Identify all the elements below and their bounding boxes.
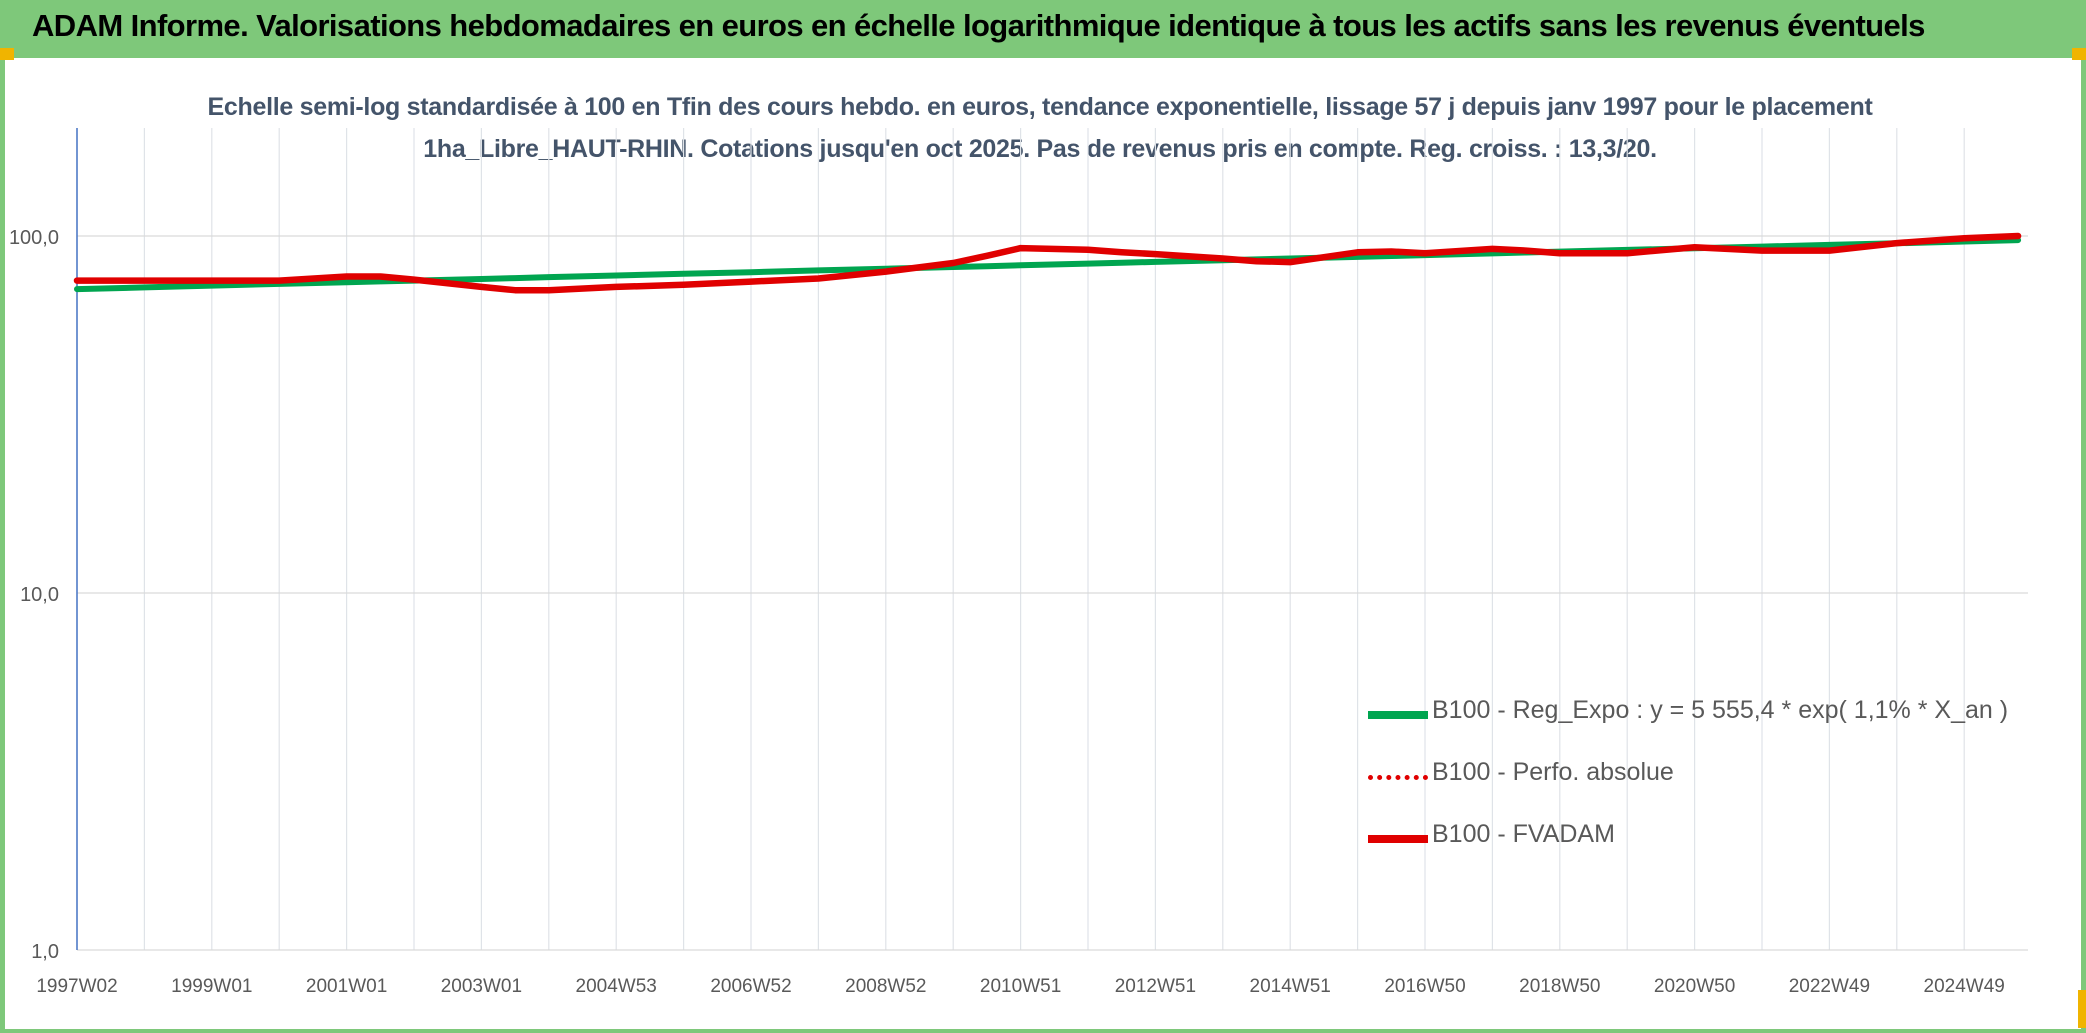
report-banner: ADAM Informe. Valorisations hebdomadaire…: [0, 0, 2086, 58]
y-tick-label: 100,0: [9, 227, 59, 249]
x-tick-label: 1997W02: [36, 976, 117, 997]
x-tick-label: 2001W01: [306, 976, 387, 997]
x-tick-label: 1999W01: [171, 976, 252, 997]
legend-swatch-fvadam: [1368, 835, 1428, 843]
chart-frame: [0, 58, 2086, 1033]
x-tick-label: 2004W53: [576, 976, 657, 997]
x-tick-label: 2014W51: [1250, 976, 1331, 997]
legend-label-fvadam: B100 - FVADAM: [1432, 820, 1615, 848]
x-tick-label: 2020W50: [1654, 976, 1735, 997]
legend-swatch-perfo: [1368, 775, 1428, 780]
x-tick-label: 2012W51: [1115, 976, 1196, 997]
x-tick-label: 2003W01: [441, 976, 522, 997]
x-tick-label: 2024W49: [1924, 976, 2005, 997]
x-tick-label: 2016W50: [1384, 976, 1465, 997]
corner-marker-right: [2072, 48, 2086, 60]
corner-marker-left: [0, 48, 14, 60]
chart-title: Echelle semi-log standardisée à 100 en T…: [207, 93, 1873, 163]
legend-label-perfo: B100 - Perfo. absolue: [1432, 758, 1674, 786]
legend-swatch-regression: [1368, 711, 1428, 719]
x-tick-label: 2018W50: [1519, 976, 1600, 997]
y-tick-label: 10,0: [20, 584, 59, 606]
x-tick-label: 2010W51: [980, 976, 1061, 997]
report-title: ADAM Informe. Valorisations hebdomadaire…: [32, 8, 1925, 43]
series-fvadam-line: [73, 232, 2022, 294]
y-tick-label: 1,0: [31, 941, 59, 963]
x-tick-label: 2022W49: [1789, 976, 1870, 997]
corner-marker-bottom-right: [2078, 990, 2086, 1028]
x-tick-label: 2008W52: [845, 976, 926, 997]
legend-label-regression: B100 - Reg_Expo : y = 5 555,4 * exp( 1,1…: [1432, 696, 2009, 724]
x-tick-label: 2006W52: [710, 976, 791, 997]
